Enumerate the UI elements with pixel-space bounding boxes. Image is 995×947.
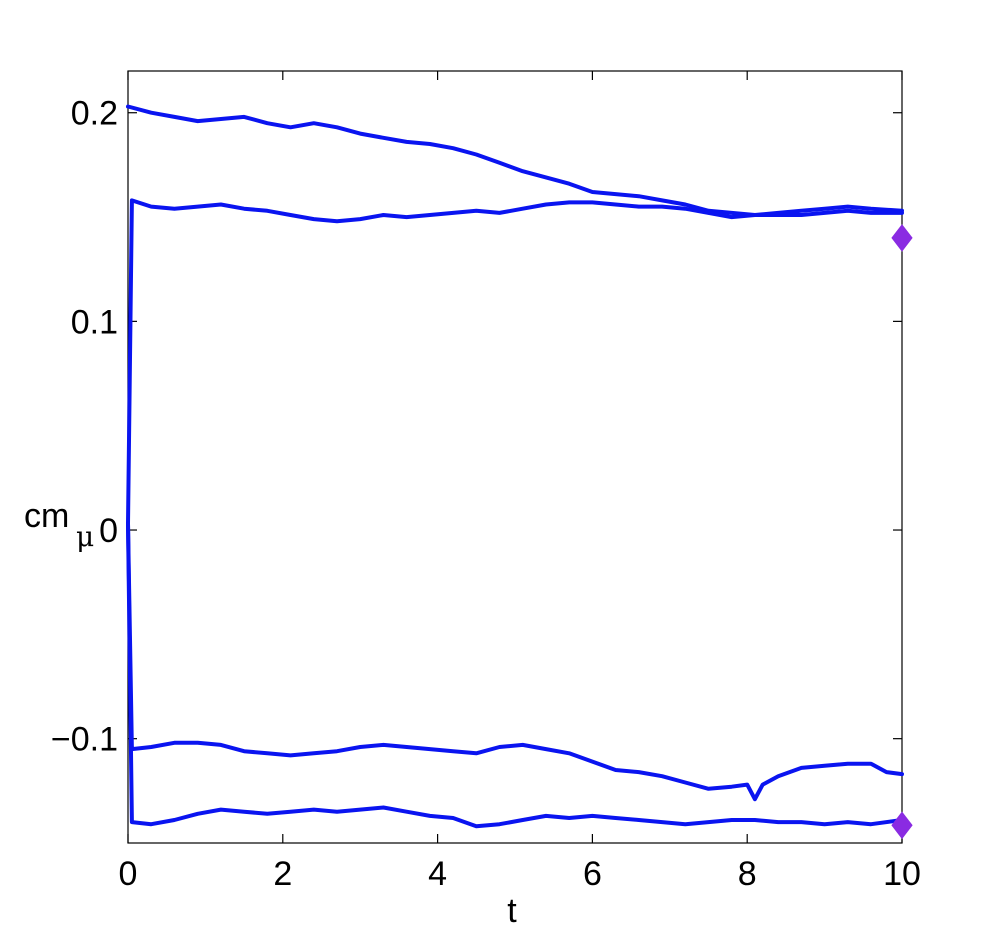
- y-axis-title-subscript: μ: [76, 520, 94, 553]
- tick-labels: 0 2 4 6 8 10 −0.1 0 0.1 0.2: [51, 95, 921, 893]
- end-markers: [891, 224, 913, 840]
- x-tick-label: 8: [738, 855, 757, 893]
- y-tick-label: 0.2: [71, 95, 118, 133]
- x-tick-label: 2: [273, 855, 292, 893]
- x-tick-label: 4: [428, 855, 447, 893]
- x-tick-label: 10: [883, 855, 921, 893]
- y-tick-label: 0: [99, 512, 118, 550]
- series-line-2: [126, 198, 904, 526]
- plot-area: [127, 70, 903, 844]
- x-tick-label: 0: [119, 855, 138, 893]
- x-tick-label: 6: [583, 855, 602, 893]
- y-tick-label: −0.1: [51, 721, 118, 759]
- x-axis-title: t: [507, 892, 517, 930]
- y-axis-title: cm: [24, 497, 69, 535]
- diamond-marker-1: [891, 224, 913, 252]
- diamond-marker-2: [891, 811, 913, 840]
- series-lines: [126, 104, 904, 829]
- y-tick-label: 0.1: [71, 303, 118, 341]
- series-line-3: [126, 521, 904, 802]
- series-line-4: [126, 521, 904, 829]
